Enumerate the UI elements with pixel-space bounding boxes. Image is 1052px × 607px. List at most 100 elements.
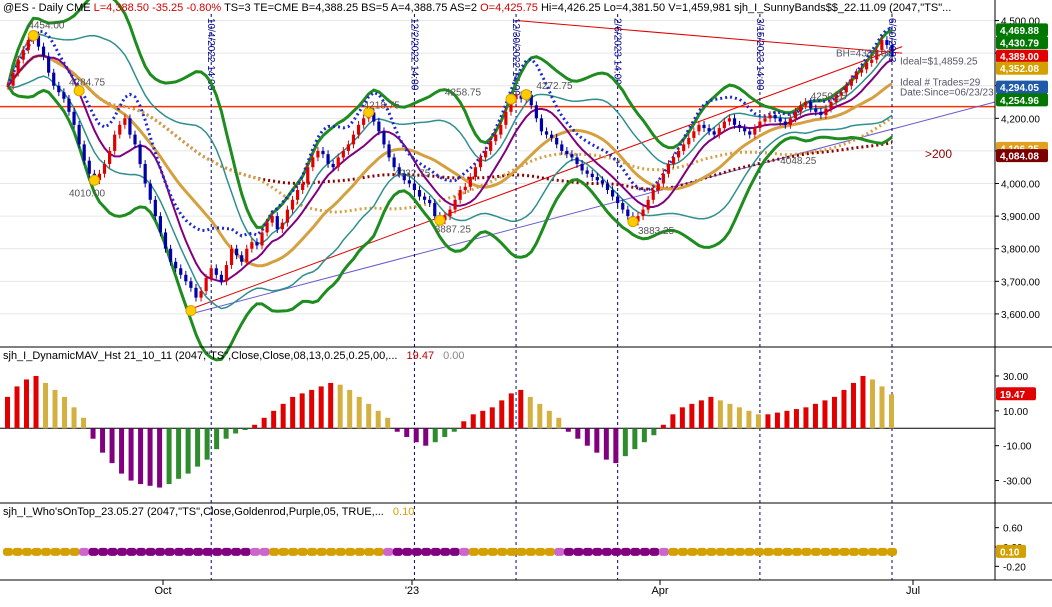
histogram-bar (613, 428, 619, 464)
histogram-bar (299, 393, 305, 429)
whos-on-top-panel (3, 547, 897, 556)
histogram-bar (385, 417, 391, 429)
price-annotation: 4218.75 (364, 101, 401, 112)
candle-body (422, 196, 427, 200)
candle-body (52, 72, 56, 86)
wot-dot (164, 547, 175, 556)
price-annotation: 4284.75 (69, 78, 106, 89)
candle-body (529, 94, 533, 106)
wot-dot (791, 547, 802, 556)
wot-dot (753, 547, 764, 556)
wot-dot (126, 547, 137, 556)
wot-dot (240, 547, 251, 556)
candle-body (834, 95, 838, 103)
candle-body (62, 92, 66, 99)
candle-body (184, 274, 188, 282)
price-tick-label: 3,600.00 (1001, 310, 1040, 321)
wot-dot (516, 547, 527, 556)
wot-dot (772, 547, 783, 556)
price-tag-label: 4,352.08 (1000, 64, 1039, 75)
candle-body (275, 216, 279, 230)
histogram-bar (404, 428, 410, 437)
candle-body (240, 255, 244, 262)
pivot-marker (88, 174, 100, 186)
candle-body (428, 199, 432, 204)
candle-body (610, 190, 615, 197)
histogram-bar (128, 428, 134, 481)
price-annotation: BH=4389.00 (836, 48, 892, 59)
histogram-bar (850, 382, 856, 429)
histogram-bar (90, 428, 96, 439)
candle-body (717, 128, 721, 135)
candle-body (397, 167, 401, 174)
candle-body (16, 59, 20, 73)
time-tick-label: Oct (154, 585, 171, 597)
trend-line-lower (190, 101, 996, 315)
ma-20 (6, 54, 893, 268)
candle-body (6, 85, 10, 87)
candle-body (133, 134, 137, 145)
candle-body (575, 157, 579, 164)
candle-body (336, 157, 340, 168)
candle-body (280, 222, 284, 230)
candle-body (595, 177, 599, 181)
candle-body (539, 118, 544, 132)
price-tick-label: 4,000.00 (1001, 180, 1040, 191)
candle-body (519, 95, 523, 99)
wot-dot (649, 547, 660, 556)
price-annotation: 4250.25 (811, 91, 848, 102)
trend-line-upper (190, 46, 903, 310)
histogram-last-label: 19.47 (1000, 390, 1025, 401)
candle-body (478, 157, 483, 168)
indicator1-value: 19.47 (406, 350, 435, 362)
histogram-bar (755, 414, 761, 429)
wot-dot (487, 547, 498, 556)
price-annotation: >200 (925, 147, 952, 161)
candle-body (453, 199, 457, 210)
band-lower (6, 84, 893, 362)
wot-dot (231, 547, 242, 556)
wot-dot (69, 547, 80, 556)
wot-dot (421, 547, 432, 556)
wot-dot (449, 547, 460, 556)
candle-body (814, 108, 818, 112)
candle-body (209, 268, 213, 279)
pivot-marker (520, 89, 532, 101)
wot-dot (801, 547, 812, 556)
histogram-bar (708, 396, 714, 429)
candle-body (138, 144, 142, 164)
price-annotation: 3887.25 (435, 224, 472, 235)
candle-body (636, 216, 640, 222)
wot-dot (60, 547, 71, 556)
wot-dot (468, 547, 479, 556)
candle-body (97, 173, 102, 181)
candle-body (407, 180, 411, 184)
wot-dot (221, 547, 232, 556)
pivot-marker (505, 93, 517, 105)
candle-body (854, 72, 859, 80)
price-tag (996, 93, 1048, 107)
histogram-bar (318, 386, 324, 429)
net-change: -35.25 (152, 2, 184, 14)
wot-dot (202, 547, 213, 556)
wot-dot (592, 547, 603, 556)
candle-body (544, 131, 549, 135)
histogram-bar (869, 379, 875, 429)
candle-body (687, 137, 691, 145)
candle-body (123, 118, 127, 125)
histogram-bar (603, 428, 609, 460)
candle-body (108, 150, 112, 164)
candle-body (666, 163, 671, 174)
histogram-bar (774, 412, 780, 429)
candle-body (661, 173, 665, 184)
candle-body (580, 163, 584, 171)
candle-body (229, 248, 234, 266)
candle-body (732, 118, 737, 125)
histogram-bar (109, 428, 115, 464)
wot-dot (839, 547, 850, 556)
histogram-bar (356, 396, 362, 429)
histogram-bar (204, 428, 210, 460)
vertical-event-label: 12/30/2022 14:00 (510, 18, 521, 96)
candle-body (737, 124, 742, 129)
